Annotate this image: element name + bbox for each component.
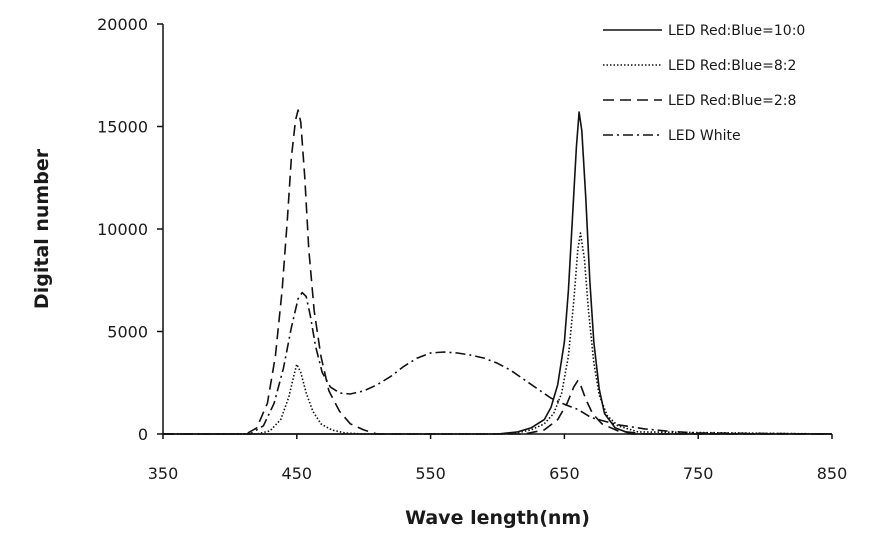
y-tick-label: 5000 bbox=[107, 323, 148, 342]
y-tick-label: 15000 bbox=[97, 118, 148, 137]
y-axis-title: Digital number bbox=[31, 148, 53, 309]
series-line-dotted bbox=[163, 232, 833, 435]
y-ticks: 0 5000 10000 15000 20000 bbox=[97, 15, 163, 444]
legend: LED Red:Blue=10:0 LED Red:Blue=8:2 LED Red… bbox=[603, 23, 805, 144]
series-line-dashed bbox=[163, 109, 832, 435]
x-tick-label: 450 bbox=[282, 464, 313, 483]
x-tick-label: 850 bbox=[817, 464, 848, 483]
series-line-dash-dot bbox=[163, 291, 833, 435]
legend-label: LED White bbox=[668, 128, 741, 144]
legend-label: LED Red:Blue=8:2 bbox=[668, 58, 796, 74]
y-tick-label: 20000 bbox=[97, 15, 148, 34]
x-axis-title: Wave length(nm) bbox=[405, 507, 590, 529]
legend-label: LED Red:Blue=2:8 bbox=[668, 93, 796, 109]
legend-label: LED Red:Blue=10:0 bbox=[668, 23, 805, 39]
y-tick-label: 10000 bbox=[97, 220, 148, 239]
series-layer bbox=[163, 109, 833, 435]
axes bbox=[162, 24, 832, 435]
y-tick-label: 0 bbox=[138, 425, 148, 444]
x-tick-label: 650 bbox=[549, 464, 580, 483]
series-line-solid bbox=[163, 111, 832, 435]
x-tick-label: 750 bbox=[683, 464, 714, 483]
x-tick-label: 350 bbox=[148, 464, 179, 483]
x-ticks: 350 450 550 650 750 850 bbox=[148, 434, 848, 483]
x-tick-label: 550 bbox=[415, 464, 446, 483]
